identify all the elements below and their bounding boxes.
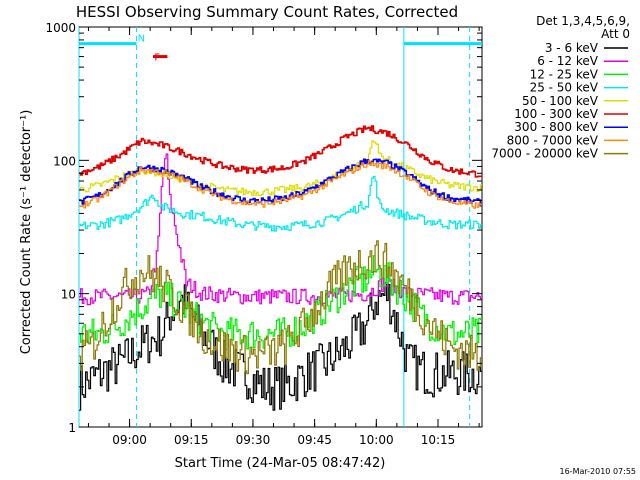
x-axis: 09:00 09:15 09:30 09:45 10:00 10:15 [87,27,480,447]
series-layer [79,125,482,411]
x-axis-label: Start Time (24-Mar-05 08:47:42) [175,456,386,471]
y-axis-label: Corrected Count Rate (s⁻¹ detector⁻¹) [19,110,34,355]
legend-label-3: 25 - 50 keV [530,81,599,95]
flag-label-N: N [138,34,145,45]
footer-timestamp: 16-Mar-2010 07:55 [560,467,637,476]
series-line-7 [79,160,482,209]
y-tick-label-2: 100 [53,154,76,168]
chart-title: HESSI Observing Summary Count Rates, Cor… [76,3,458,21]
legend-label-7: 800 - 7000 keV [507,133,599,147]
series-line-4 [79,140,482,197]
x-tick-label-2: 09:30 [236,433,271,447]
x-tick-label-1: 09:15 [174,433,209,447]
y-tick-label-3: 1000 [45,21,76,35]
legend-label-2: 12 - 25 keV [530,67,599,81]
series-line-5 [79,125,482,178]
x-tick-label-3: 09:45 [297,433,332,447]
x-tick-label-5: 10:15 [421,433,456,447]
annotations: NF [78,27,482,427]
x-tick-label-4: 10:00 [359,433,394,447]
y-axis: 1 10 100 1000 [45,21,482,435]
legend-label-0: 3 - 6 keV [545,41,599,55]
series-line-8 [79,240,482,375]
x-tick-label-0: 09:00 [112,433,147,447]
legend-label-1: 6 - 12 keV [537,54,599,68]
series-line-3 [79,175,482,232]
legend-label-6: 300 - 800 keV [514,120,598,134]
y-tick-label-0: 1 [68,421,76,435]
series-line-0 [79,282,482,411]
y-tick-label-1: 10 [61,288,76,302]
legend-header-1: Det 1,3,4,5,6,9, [536,14,630,28]
legend-label-5: 100 - 300 keV [514,107,598,121]
legend-label-8: 7000 - 20000 keV [491,147,598,161]
legend-label-4: 50 - 100 keV [522,94,599,108]
flag-label-F: F [154,53,160,64]
legend-header-2: Att 0 [601,27,630,41]
